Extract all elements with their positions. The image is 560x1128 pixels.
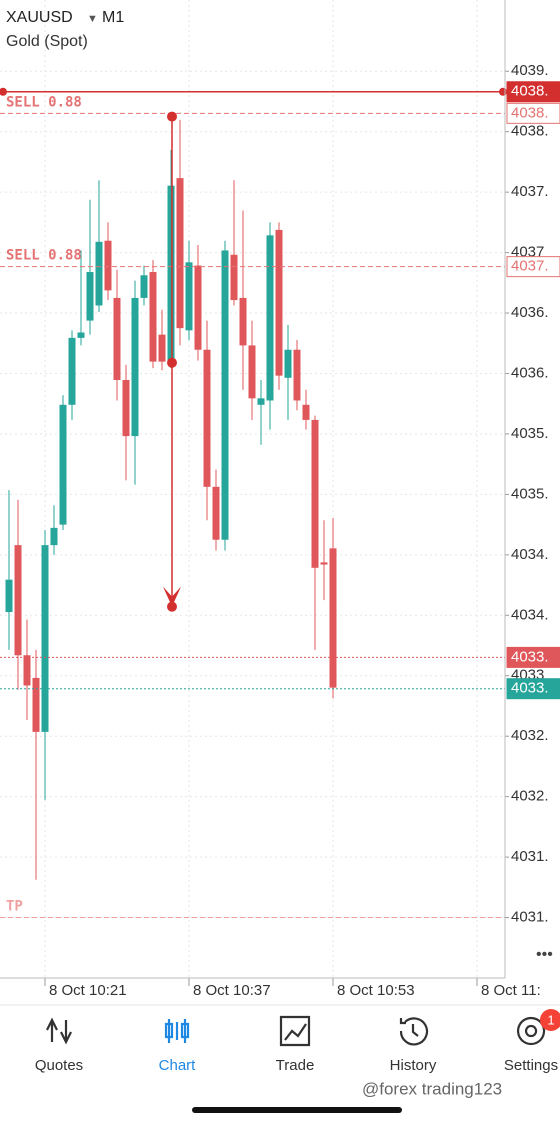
candle-body bbox=[113, 297, 121, 380]
candle-body bbox=[5, 579, 13, 613]
candle-body bbox=[176, 178, 184, 329]
badge bbox=[540, 1009, 560, 1031]
x-tick-label: 8 Oct 10:53 bbox=[337, 982, 415, 999]
nav-icon[interactable] bbox=[399, 1017, 429, 1046]
price-label: 4038. bbox=[511, 83, 549, 100]
candle-body bbox=[230, 254, 238, 301]
candle-body bbox=[95, 241, 103, 306]
nav-bar: Quotes Chart Trade History Settings 1 bbox=[35, 1009, 560, 1074]
y-tick-label: 4036. bbox=[511, 304, 549, 321]
nav-label[interactable]: Quotes bbox=[35, 1057, 83, 1074]
price-label: 4033. bbox=[511, 680, 549, 697]
line-handle[interactable] bbox=[499, 87, 507, 96]
timeframe[interactable]: M1 bbox=[102, 9, 124, 26]
candle-body bbox=[149, 272, 157, 362]
nav-icon[interactable] bbox=[46, 1017, 72, 1045]
y-tick-label: 4039. bbox=[511, 62, 549, 79]
candle-body bbox=[221, 250, 229, 540]
arrow-point[interactable] bbox=[167, 111, 177, 122]
candle-body bbox=[203, 349, 211, 487]
y-tick-label: 4032. bbox=[511, 788, 549, 805]
candle-body bbox=[302, 404, 310, 420]
nav-label[interactable]: History bbox=[390, 1057, 437, 1074]
price-label: 4038. bbox=[511, 104, 549, 121]
candle-body bbox=[329, 548, 337, 688]
candle-body bbox=[68, 337, 76, 405]
symbol[interactable]: XAUUSD bbox=[6, 9, 73, 26]
nav-label[interactable]: Settings bbox=[504, 1057, 558, 1074]
plot-area bbox=[0, 0, 505, 978]
candle-body bbox=[248, 345, 256, 399]
candle-body bbox=[266, 235, 274, 401]
candle-body bbox=[41, 545, 49, 732]
y-tick-label: 4035. bbox=[511, 485, 549, 502]
candle-body bbox=[59, 404, 67, 525]
home-indicator bbox=[192, 1107, 402, 1113]
candle-body bbox=[140, 275, 148, 298]
y-tick-label: 4037. bbox=[511, 183, 549, 200]
y-tick-label: 4034. bbox=[511, 606, 549, 623]
nav-icon[interactable] bbox=[279, 1015, 311, 1047]
price-label-box bbox=[506, 678, 560, 700]
price-label-box bbox=[506, 256, 560, 278]
price-label-box bbox=[506, 81, 560, 103]
nav-label[interactable]: Chart bbox=[159, 1057, 197, 1074]
y-tick-label: 4031. bbox=[511, 909, 549, 926]
candle-body bbox=[158, 334, 166, 362]
candle-body bbox=[50, 527, 58, 546]
candle-body bbox=[23, 655, 31, 686]
badge-count: 1 bbox=[547, 1012, 554, 1027]
candle-body bbox=[104, 240, 112, 291]
candle-body bbox=[167, 185, 175, 361]
chart: 4039.4038.4037.40374036.4036.4035.4035.4… bbox=[0, 0, 560, 999]
candle-body bbox=[275, 229, 283, 376]
candle-body bbox=[32, 677, 40, 732]
y-tick-label: 4038. bbox=[511, 123, 549, 140]
candle-body bbox=[194, 265, 202, 350]
price-label-box bbox=[506, 102, 560, 124]
y-tick-label: 4032. bbox=[511, 727, 549, 744]
candle-body bbox=[239, 297, 247, 346]
nav-icon[interactable] bbox=[164, 1019, 190, 1043]
candle-body bbox=[320, 562, 328, 565]
candle-body bbox=[14, 545, 22, 656]
price-line-text: SELL 0.88 bbox=[6, 94, 82, 110]
nav-icon[interactable] bbox=[516, 1016, 546, 1046]
candle-body bbox=[86, 272, 94, 321]
line-handle[interactable] bbox=[0, 87, 7, 96]
price-line-text: SELL 0.88 bbox=[6, 248, 82, 264]
candle-body bbox=[311, 419, 319, 568]
arrow-point[interactable] bbox=[167, 357, 177, 368]
description: Gold (Spot) bbox=[6, 33, 88, 50]
x-tick-label: 8 Oct 10:37 bbox=[193, 982, 271, 999]
x-tick-label: 8 Oct 11: bbox=[481, 982, 541, 999]
y-tick-label: 4036. bbox=[511, 364, 549, 381]
price-label: 4037. bbox=[511, 258, 549, 275]
price-line-text: TP bbox=[6, 899, 23, 915]
candle-body bbox=[77, 332, 85, 338]
watermark: @forex trading123 bbox=[362, 1079, 502, 1098]
nav-label[interactable]: Trade bbox=[276, 1057, 315, 1074]
candle-body bbox=[212, 486, 220, 540]
y-tick-label: 4034. bbox=[511, 546, 549, 563]
x-tick-label: 8 Oct 10:21 bbox=[49, 982, 127, 999]
dropdown-icon[interactable]: ▼ bbox=[87, 13, 98, 25]
candle-body bbox=[122, 379, 130, 437]
price-label-box bbox=[506, 646, 560, 668]
arrow-head bbox=[163, 586, 181, 607]
y-tick-label: 4031. bbox=[511, 848, 549, 865]
candle-body bbox=[185, 262, 193, 331]
price-label: 4033. bbox=[511, 648, 549, 665]
candle-body bbox=[284, 349, 292, 378]
candle-body bbox=[131, 297, 139, 437]
candle-body bbox=[257, 398, 265, 405]
more-icon[interactable]: ••• bbox=[536, 946, 553, 963]
y-tick-label: 4035. bbox=[511, 425, 549, 442]
candle-body bbox=[293, 349, 301, 401]
